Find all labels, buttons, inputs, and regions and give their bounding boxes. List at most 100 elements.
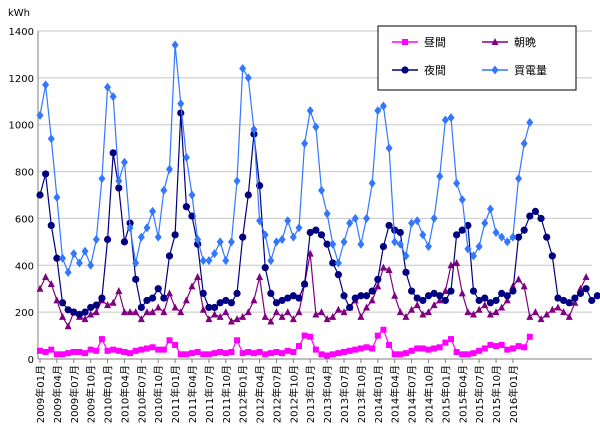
data-point <box>256 273 264 280</box>
data-point <box>526 212 534 220</box>
x-tick-label: 2014年07月 <box>406 365 419 423</box>
data-point <box>340 237 348 247</box>
data-point <box>424 292 433 300</box>
data-point <box>171 231 179 239</box>
data-point <box>487 341 494 348</box>
data-point <box>346 347 353 354</box>
data-point <box>340 292 348 300</box>
data-point <box>81 308 89 316</box>
data-point <box>121 348 128 355</box>
data-point <box>272 237 280 247</box>
data-point <box>441 287 449 295</box>
data-point <box>165 164 173 174</box>
data-point <box>408 305 416 313</box>
series-0 <box>37 326 533 359</box>
data-point <box>211 350 218 357</box>
data-point <box>554 303 562 311</box>
data-point <box>351 294 359 302</box>
data-point <box>464 244 472 254</box>
data-point <box>548 305 556 313</box>
data-point <box>402 350 409 357</box>
data-point <box>295 294 303 302</box>
data-point <box>154 232 162 242</box>
data-point <box>307 333 314 340</box>
x-tick-label: 2012年04月 <box>254 365 267 423</box>
data-point <box>312 122 320 132</box>
data-point <box>402 312 410 320</box>
data-point <box>289 315 297 323</box>
data-point <box>571 298 579 306</box>
data-point <box>323 209 331 219</box>
data-point <box>110 346 117 353</box>
data-point <box>205 303 213 312</box>
data-point <box>53 351 60 358</box>
data-point <box>279 350 286 357</box>
data-point <box>87 310 95 318</box>
data-point <box>261 264 269 272</box>
y-tick-label: 200 <box>15 308 34 319</box>
data-point <box>357 345 364 352</box>
data-point <box>239 350 246 357</box>
data-point <box>475 305 483 313</box>
x-tick-label: 2009年04月 <box>51 365 64 423</box>
data-point <box>171 303 179 311</box>
data-point <box>59 312 67 320</box>
data-point <box>227 317 235 325</box>
x-tick-label: 2014年04月 <box>389 365 402 423</box>
data-point <box>115 347 122 354</box>
data-point <box>520 282 528 290</box>
data-point <box>36 284 44 292</box>
data-point <box>368 296 376 304</box>
data-point <box>166 337 173 344</box>
data-point <box>70 249 78 259</box>
data-point <box>216 237 224 247</box>
data-point <box>335 350 342 357</box>
data-point <box>132 275 140 283</box>
data-point <box>475 242 483 252</box>
data-point <box>182 296 190 304</box>
data-point <box>565 299 573 307</box>
data-point <box>267 256 275 266</box>
data-point <box>205 351 212 358</box>
y-tick-label: 1400 <box>9 27 34 38</box>
data-point <box>194 235 202 245</box>
x-tick-label: 2015年04月 <box>456 365 469 423</box>
data-point <box>379 263 387 271</box>
data-point <box>200 351 207 358</box>
data-point <box>312 310 320 318</box>
data-point <box>199 289 207 297</box>
data-point <box>120 157 128 167</box>
data-point <box>582 273 590 280</box>
x-tick-label: 2011年07月 <box>203 365 216 423</box>
data-point <box>120 238 129 246</box>
data-point <box>464 221 472 230</box>
data-point <box>306 106 314 116</box>
data-point <box>165 289 173 297</box>
data-point <box>458 289 466 297</box>
data-point <box>379 242 388 251</box>
data-point <box>42 273 50 280</box>
data-point <box>379 101 387 111</box>
data-point <box>470 350 477 357</box>
x-tick-label: 2010年10月 <box>152 365 165 423</box>
data-point <box>244 191 252 199</box>
data-point <box>334 271 342 279</box>
data-point <box>341 348 348 355</box>
data-point <box>424 242 432 252</box>
data-point <box>75 310 84 319</box>
data-point <box>334 305 342 313</box>
legend-item: 買電量 <box>482 64 547 77</box>
data-point <box>526 117 534 127</box>
data-point <box>165 252 174 260</box>
data-point <box>272 299 281 307</box>
data-point <box>143 223 151 233</box>
data-point <box>267 317 275 325</box>
data-point <box>132 347 139 354</box>
x-tick-label: 2011年10月 <box>220 365 233 423</box>
series-line <box>39 45 531 275</box>
data-point <box>284 308 292 316</box>
data-point <box>503 237 511 247</box>
data-point <box>559 296 568 305</box>
data-point <box>59 351 66 358</box>
data-point <box>306 249 314 257</box>
